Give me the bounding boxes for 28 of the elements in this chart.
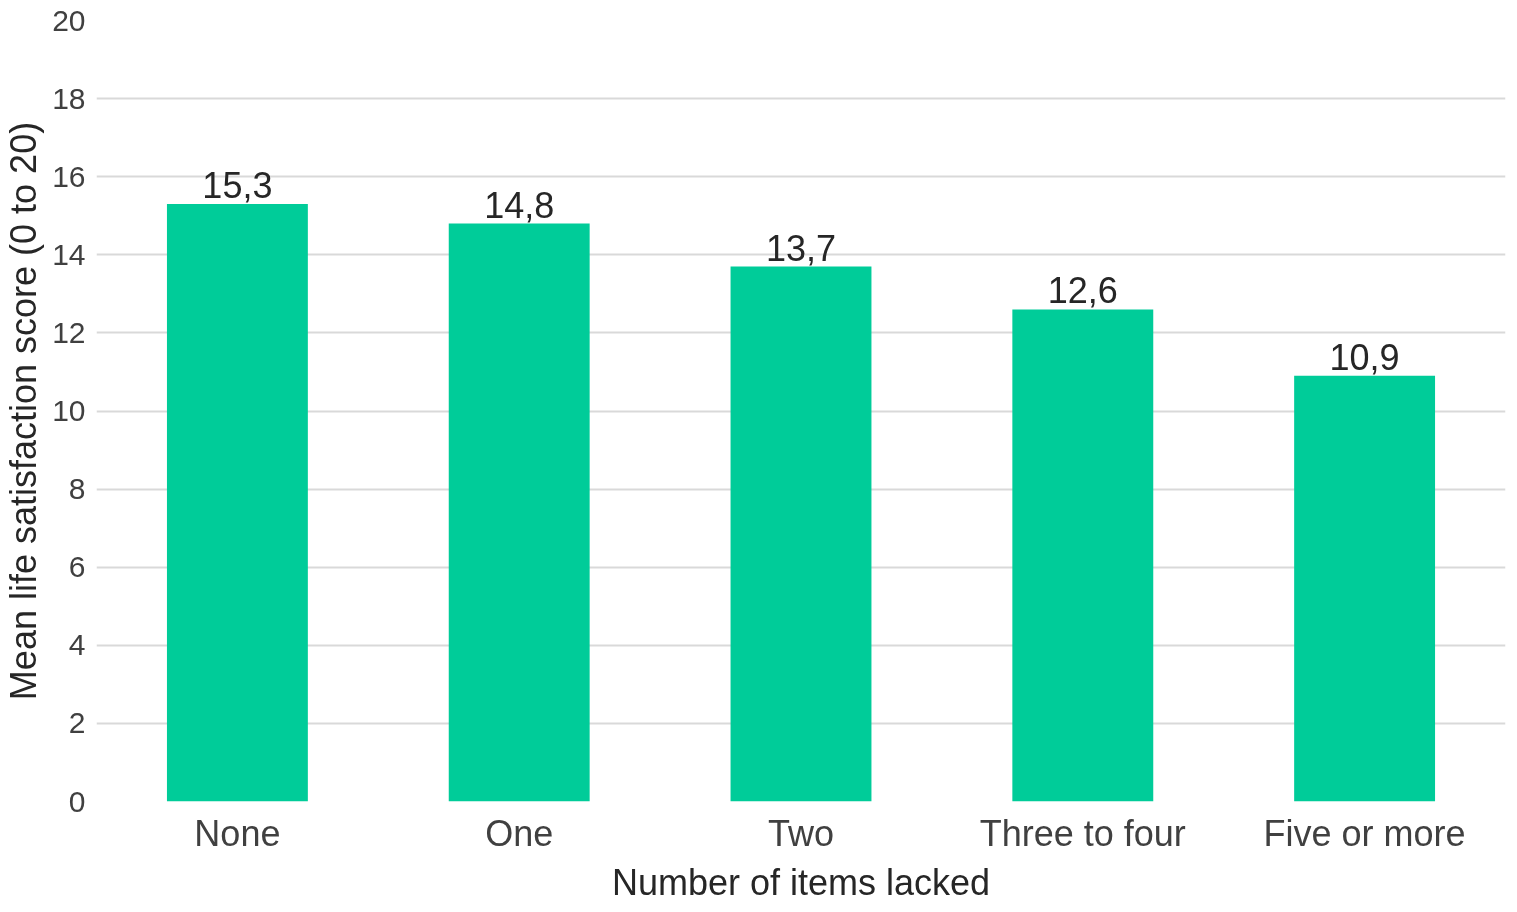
y-tick-label: 8 <box>68 472 86 506</box>
x-tick-label: One <box>485 812 554 854</box>
x-tick-label: Three to four <box>979 812 1186 854</box>
bar <box>448 223 590 802</box>
data-label: 13,7 <box>765 227 837 269</box>
data-label: 12,6 <box>1047 270 1118 312</box>
y-tick-label: 0 <box>68 784 86 818</box>
data-label: 15,3 <box>202 165 273 207</box>
y-tick-label: 4 <box>68 628 86 662</box>
y-axis-title: Mean life satisfaction score (0 to 20) <box>3 121 45 701</box>
y-tick-label: 16 <box>52 159 86 193</box>
x-axis-title: Number of items lacked <box>611 861 991 903</box>
bar <box>730 266 872 802</box>
x-tick-label: Five or more <box>1263 812 1466 854</box>
bar <box>1012 309 1154 802</box>
y-tick-label: 18 <box>52 81 86 115</box>
y-tick-label: 10 <box>52 394 86 427</box>
bar <box>1294 375 1436 802</box>
y-tick-label: 12 <box>52 315 86 349</box>
y-tick-label: 20 <box>52 3 86 37</box>
x-tick-label: Two <box>767 812 835 854</box>
y-tick-label: 2 <box>68 706 86 740</box>
data-label: 10,9 <box>1329 336 1400 378</box>
x-tick-label: None <box>194 812 281 854</box>
data-label: 14,8 <box>484 184 555 226</box>
y-tick-label: 6 <box>68 550 86 584</box>
bar <box>166 204 308 802</box>
y-tick-label: 14 <box>52 237 86 271</box>
